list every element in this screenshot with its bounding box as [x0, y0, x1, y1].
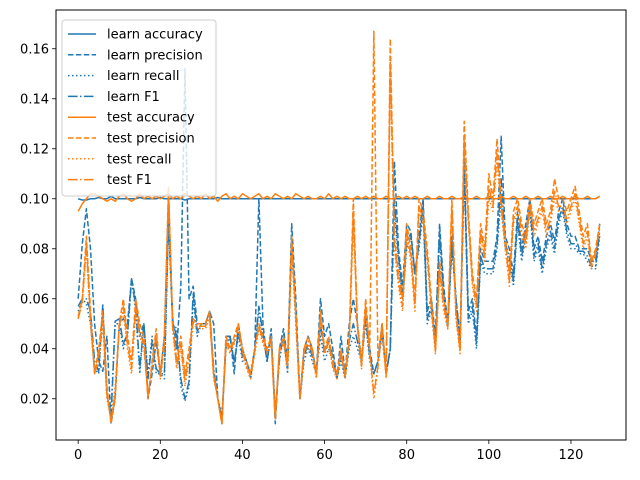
x-axis-ticks: 0 20 40 60 80 100 120 [74, 440, 583, 463]
legend-label: test recall [107, 152, 172, 167]
legend-label: test precision [107, 132, 195, 147]
y-tick-label: 0.08 [20, 242, 49, 257]
series-line-learn-accuracy [77, 195, 601, 201]
legend-label: learn precision [107, 48, 203, 63]
series-line-test-F1 [77, 60, 601, 425]
x-tick-label: 40 [234, 448, 251, 463]
x-tick-label: 100 [476, 448, 501, 463]
legend-label: learn recall [107, 69, 179, 84]
y-tick-label: 0.06 [20, 292, 49, 307]
x-tick-label: 60 [316, 448, 333, 463]
y-axis-ticks: 0.02 0.04 0.06 0.08 0.10 0.12 0.14 0.16 [20, 42, 56, 407]
y-tick-label: 0.14 [20, 92, 49, 107]
x-tick-label: 20 [152, 448, 169, 463]
plot-frame [55, 9, 627, 441]
legend-box [61, 19, 217, 197]
legend-label: learn F1 [107, 90, 160, 105]
x-tick-label: 0 [74, 448, 82, 463]
legend-label: test F1 [107, 173, 152, 188]
legend-label: test accuracy [107, 111, 195, 126]
legend: learn accuracy learn precision learn recal… [61, 19, 217, 197]
x-tick-label: 120 [559, 448, 584, 463]
legend-label: learn accuracy [107, 28, 203, 43]
y-tick-label: 0.16 [20, 42, 49, 57]
y-tick-label: 0.04 [20, 342, 49, 357]
x-tick-label: 80 [398, 448, 415, 463]
y-tick-label: 0.12 [20, 142, 49, 157]
y-tick-label: 0.10 [20, 192, 49, 207]
y-tick-label: 0.02 [20, 392, 49, 407]
